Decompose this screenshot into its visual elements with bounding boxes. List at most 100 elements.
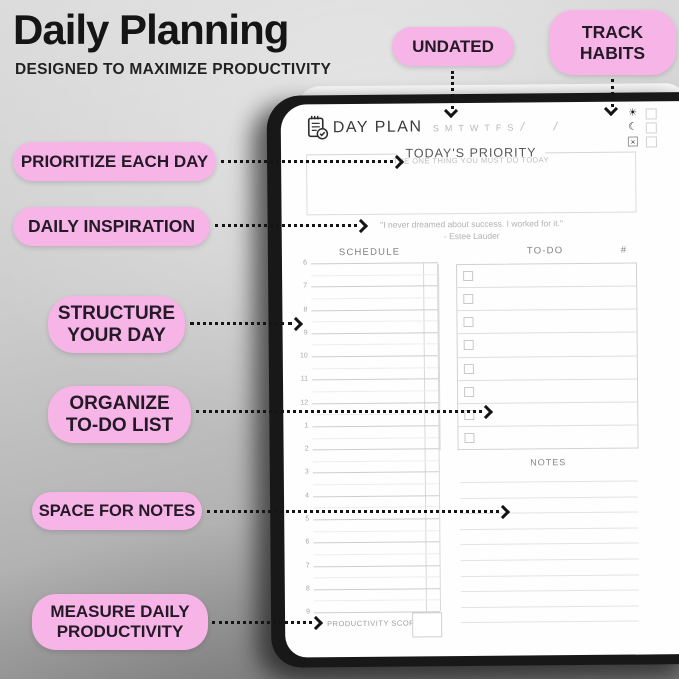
todo-list [455, 262, 639, 451]
hour-label: 2 [304, 445, 309, 453]
notes-lines [459, 480, 640, 624]
arrow-inspiration [215, 224, 357, 227]
hour-line [311, 378, 438, 381]
quote-author: - Estee Lauder [443, 230, 500, 242]
half-hour-line [311, 366, 438, 370]
hour-label: 9 [306, 608, 311, 616]
hour-label: 8 [303, 305, 308, 313]
todo-row [458, 379, 638, 404]
habit-checkbox [645, 121, 657, 133]
todo-divider-line [437, 264, 441, 451]
hour-label: 1 [304, 422, 309, 430]
half-hour-line [313, 576, 440, 579]
hour-line [310, 262, 437, 265]
hour-line [312, 471, 439, 474]
weekday-letter: S [507, 122, 514, 133]
arrow-organize [196, 410, 482, 413]
planner-brand-title: DAY PLAN [332, 118, 423, 137]
callout-undated: UNDATED [392, 27, 514, 66]
hour-label: 7 [305, 561, 310, 569]
note-line [460, 527, 639, 530]
hour-line [313, 588, 440, 591]
hour-label: 10 [299, 352, 308, 360]
todo-checkbox [463, 294, 474, 305]
habit-row: ☾ [599, 120, 657, 135]
date-slashes: / / [519, 119, 588, 134]
note-line [460, 605, 639, 608]
date-separator: / [552, 119, 559, 134]
hour-label: 11 [300, 375, 309, 383]
half-hour-line [311, 320, 438, 323]
weekday-letter: M [444, 123, 453, 134]
hash-header: # [620, 244, 628, 256]
arrow-prioritize [221, 160, 393, 163]
callout-track-habits: TRACK HABITS [549, 10, 676, 75]
productivity-score-box [412, 612, 443, 638]
half-hour-line [313, 553, 440, 556]
note-line [460, 496, 639, 499]
arrow-structure [190, 322, 292, 325]
weekday-letter: T [458, 123, 464, 134]
daily-quote: "I never dreamed about success. I worked… [307, 217, 637, 244]
half-hour-line [312, 460, 439, 463]
note-line [460, 589, 639, 593]
note-line [460, 542, 639, 546]
arrow-track-habits [611, 79, 614, 107]
callout-measure-daily-productivity: MEASURE DAILY PRODUCTIVITY [32, 594, 208, 650]
hour-label: 9 [303, 329, 308, 337]
hour-line [313, 564, 440, 567]
notes-header: NOTES [530, 457, 567, 468]
todo-checkbox [463, 271, 474, 282]
hour-label: 12 [300, 399, 309, 407]
callout-organize-todo-list: ORGANIZE TO-DO LIST [48, 386, 191, 443]
todo-checkbox [464, 432, 475, 443]
page-title: Daily Planning [13, 6, 289, 53]
weekday-letter: W [469, 122, 479, 133]
todo-checkbox [463, 317, 474, 328]
weekday-letter: F [495, 122, 502, 133]
hour-line [313, 494, 440, 498]
todo-row [457, 356, 637, 381]
hour-line [311, 355, 438, 358]
hour-line [311, 332, 438, 335]
todo-row [457, 286, 637, 312]
half-hour-line [312, 436, 439, 439]
weekday-letter: S [432, 123, 439, 134]
habit-checkbox [645, 107, 657, 119]
schedule-header: SCHEDULE [338, 246, 401, 259]
hour-label: 6 [303, 259, 308, 267]
hour-line [311, 308, 438, 311]
hour-line [313, 518, 440, 521]
weekday-letter: T [484, 122, 490, 133]
todo-row [458, 425, 637, 449]
callout-structure-your-day: STRUCTURE YOUR DAY [48, 296, 185, 353]
todo-checkbox [463, 363, 474, 374]
arrow-measure [212, 621, 312, 624]
date-separator: / [519, 119, 526, 134]
todo-row [456, 263, 637, 289]
hour-label: 5 [305, 515, 310, 523]
hour-label: 8 [305, 585, 310, 593]
page-subtitle: DESIGNED TO MAXIMIZE PRODUCTIVITY [15, 61, 332, 78]
hour-line [311, 285, 438, 288]
hour-line [313, 541, 440, 544]
hour-line [312, 425, 439, 428]
hour-line [312, 448, 439, 451]
half-hour-line [311, 343, 438, 346]
half-hour-line [312, 413, 439, 416]
todo-header: TO-DO [526, 245, 564, 257]
note-line [460, 574, 639, 577]
todo-row [457, 309, 637, 335]
callout-prioritize-each-day: PRIORITIZE EACH DAY [13, 142, 216, 181]
hour-line [312, 401, 439, 404]
half-hour-line [312, 483, 439, 486]
sun-icon: ☀ [628, 107, 638, 119]
todo-row [457, 332, 637, 358]
half-hour-line [311, 297, 438, 300]
habit-checkbox [645, 135, 657, 147]
note-line [459, 480, 638, 484]
